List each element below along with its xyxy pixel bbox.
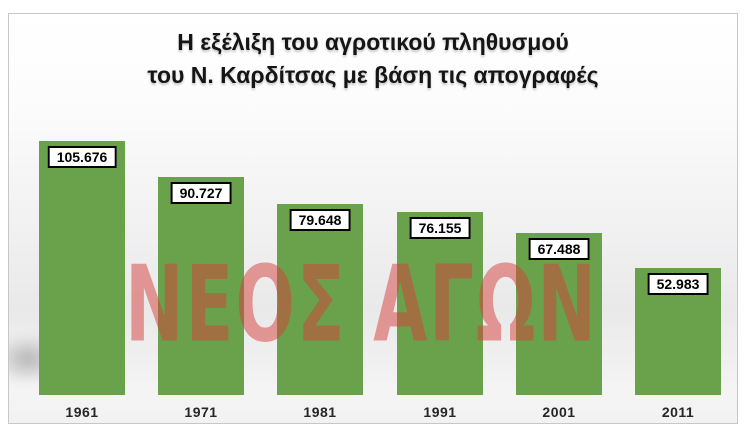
chart-title-line2: του Ν. Καρδίτσας με βάση τις απογραφές	[147, 62, 599, 88]
x-tick-label: 1981	[303, 404, 337, 420]
chart-title: Η εξέλιξη του αγροτικού πληθυσμού του Ν.…	[9, 26, 737, 92]
bar-value-label: 105.676	[47, 146, 117, 168]
x-tick-label: 2011	[661, 404, 695, 420]
bar-value-label: 67.488	[528, 238, 590, 260]
bar-2011: 52.983	[635, 268, 721, 395]
bar-value-label: 76.155	[409, 217, 471, 239]
bar-2001: 67.488	[516, 233, 602, 395]
bar-1991: 76.155	[397, 212, 483, 395]
bar-value-label: 90.727	[170, 182, 232, 204]
plot-area: 105.676 1961 90.727 1971 79.648 1981 76.155 199…	[9, 14, 737, 423]
x-tick-label: 1961	[65, 404, 99, 420]
x-tick-label: 1991	[423, 404, 457, 420]
bar-1981: 79.648	[277, 204, 363, 395]
watermark-text: ΝΕΟΣ ΑΓΩΝ	[125, 243, 598, 366]
x-tick-label: 2001	[542, 404, 576, 420]
bar-value-label: 52.983	[647, 273, 709, 295]
slide: Η εξέλιξη του αγροτικού πληθυσμού του Ν.…	[8, 13, 738, 424]
bar-1971: 90.727	[158, 177, 244, 395]
x-tick-label: 1971	[184, 404, 218, 420]
bar-value-label: 79.648	[289, 209, 351, 231]
chart-title-line1: Η εξέλιξη του αγροτικού πληθυσμού	[177, 29, 569, 55]
bar-1961: 105.676	[39, 141, 125, 395]
